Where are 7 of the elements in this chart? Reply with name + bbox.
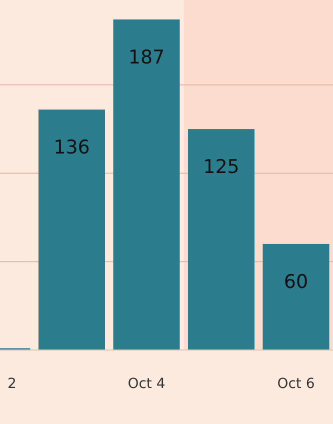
data-label: 187 [128, 46, 165, 68]
data-label: 125 [203, 156, 240, 178]
data-label: 136 [54, 136, 90, 159]
data-label: 60 [284, 270, 308, 293]
x-tick-label: Oct 6 [277, 376, 315, 392]
x-tick-label: Oct 4 [128, 376, 166, 392]
x-tick-label: 2 [8, 376, 16, 392]
